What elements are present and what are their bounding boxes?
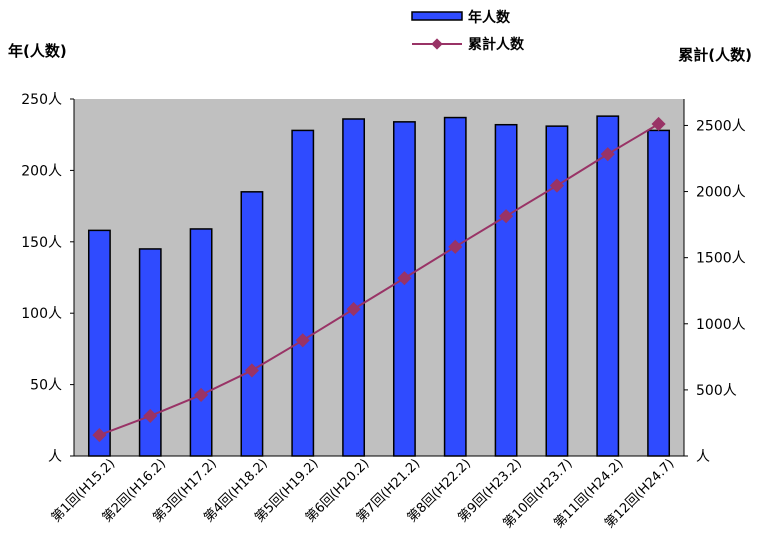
left-axis-ticks: 人 50人 100人 150人 200人 250人 [21, 92, 74, 465]
line-point-2 [143, 408, 158, 424]
right-tick-label: 1000人 [696, 317, 746, 333]
bar-8 [443, 116, 467, 457]
line-point-6 [346, 302, 361, 317]
left-tick-label: 150人 [21, 235, 62, 251]
left-tick-label: 50人 [30, 378, 62, 394]
line-path [99, 123, 660, 437]
bar-10 [545, 125, 569, 457]
right-tick-label: 2000人 [696, 185, 746, 201]
line-point-3 [194, 387, 209, 402]
legend-bar-swatch [411, 11, 463, 21]
bar-3 [189, 228, 213, 457]
line-point-1 [92, 428, 107, 443]
bar-11 [596, 115, 620, 457]
left-tick-label: 100人 [21, 306, 62, 322]
line-point-9 [499, 209, 514, 224]
x-axis-ticks: 第1回(H15.2)第2回(H16.2)第3回(H17.2)第4回(H18.2)… [49, 456, 678, 531]
legend-bar-label: 年人数 [468, 9, 511, 26]
right-axis-title: 累計(人数) [678, 46, 752, 64]
bar-series-yearly [87, 115, 671, 457]
bar-12 [647, 129, 671, 457]
line-point-11 [600, 147, 615, 162]
bar-5 [291, 129, 315, 457]
right-tick-label: 人 [696, 449, 710, 465]
line-series-cumulative [92, 116, 666, 443]
right-axis-ticks: 人 500人 1000人 1500人 2000人 2500人 [684, 118, 746, 465]
line-point-8 [448, 239, 463, 254]
bar-9 [494, 123, 518, 457]
line-point-10 [549, 178, 564, 193]
bar-2 [138, 248, 162, 457]
left-tick-label: 人 [48, 449, 62, 465]
legend-line-label: 累計人数 [468, 36, 525, 53]
bar-1 [87, 229, 111, 457]
line-point-7 [397, 271, 412, 286]
left-tick-label: 250人 [21, 92, 62, 108]
bar-7 [392, 121, 416, 457]
right-tick-label: 2500人 [696, 118, 746, 134]
legend: 年人数 累計人数 [411, 9, 525, 53]
line-point-12 [651, 116, 666, 132]
plot-area [74, 99, 684, 456]
right-tick-label: 1500人 [696, 251, 746, 267]
left-axis-title: 年(人数) [8, 42, 67, 60]
line-point-5 [295, 333, 310, 348]
legend-line-marker [431, 38, 443, 50]
bar-4 [240, 191, 264, 457]
left-tick-label: 200人 [21, 163, 62, 179]
bar-6 [342, 118, 366, 457]
line-point-4 [244, 363, 259, 378]
right-tick-label: 500人 [696, 383, 737, 399]
